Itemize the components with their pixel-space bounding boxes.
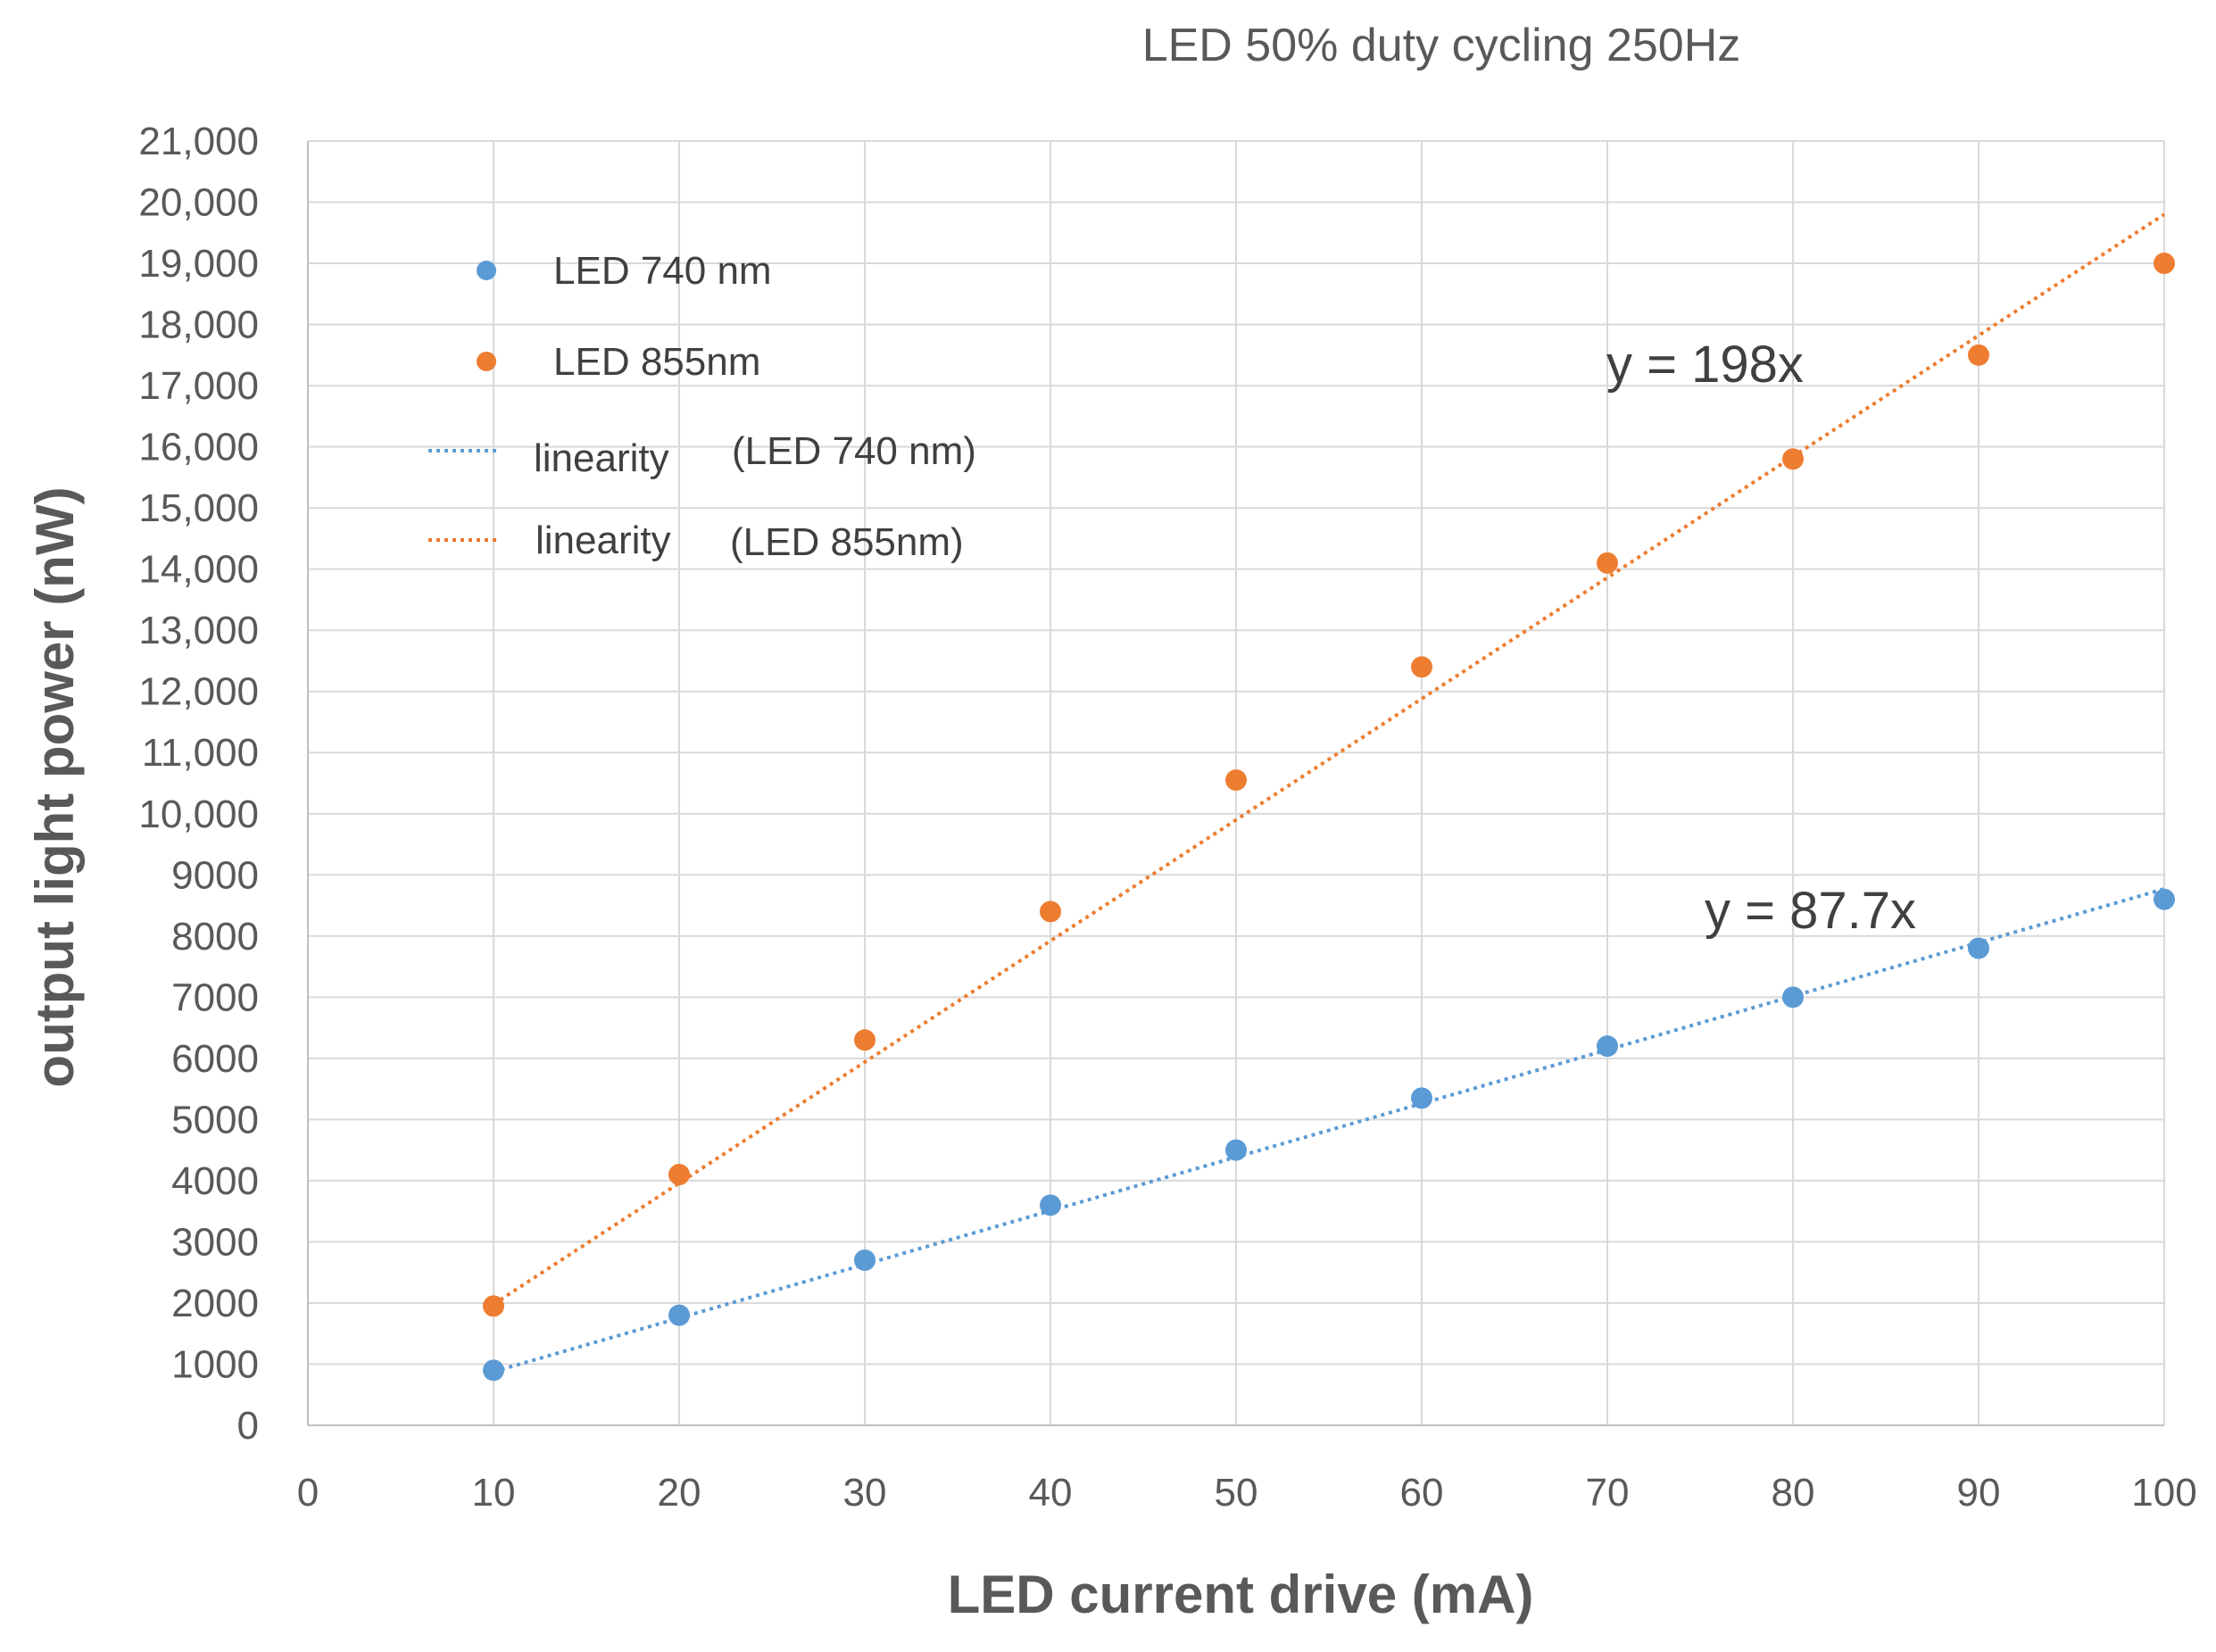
data-point-855: [1597, 552, 1618, 574]
y-tick-label: 13,000: [138, 609, 259, 652]
y-tick-label: 18,000: [138, 303, 259, 347]
y-tick-label: 2000: [171, 1282, 259, 1325]
y-tick-label: 17,000: [138, 364, 259, 408]
y-tick-label: 0: [237, 1404, 259, 1448]
x-tick-label: 0: [297, 1471, 319, 1515]
y-tick-label: 8000: [171, 915, 259, 959]
y-tick-label: 11,000: [142, 731, 259, 775]
trendline-855: [492, 212, 2166, 1306]
x-axis-tick-labels: 0 10 20 30 40 50 60 70 80 90 100: [297, 1471, 2197, 1515]
y-tick-label: 1000: [171, 1342, 259, 1386]
x-axis-title: LED current drive (mA): [948, 1565, 1534, 1624]
data-point-740: [2154, 888, 2175, 910]
legend-label-led-855: LED 855nm: [553, 340, 760, 384]
y-tick-label: 15,000: [138, 486, 259, 530]
y-axis-title: output light power (nW): [25, 486, 85, 1087]
y-tick-label: 21,000: [138, 120, 259, 163]
x-tick-label: 80: [1772, 1471, 1815, 1515]
legend-suffix-linearity-740: (LED 740 nm): [732, 429, 976, 473]
x-tick-label: 20: [658, 1471, 701, 1515]
data-point-855: [483, 1295, 504, 1317]
data-point-855: [1411, 656, 1432, 678]
x-tick-label: 100: [2131, 1471, 2196, 1515]
data-point-855: [1040, 901, 1061, 923]
data-point-740: [1968, 937, 1989, 959]
legend-label-linearity-740: linearity: [534, 436, 669, 480]
chart-title: LED 50% duty cycling 250Hz: [1142, 20, 1741, 71]
data-point-855: [2154, 253, 2175, 275]
trendlines: [492, 212, 2166, 1374]
y-tick-label: 14,000: [138, 548, 259, 592]
data-point-855: [854, 1029, 876, 1051]
y-tick-label: 10,000: [138, 793, 259, 836]
x-tick-label: 50: [1215, 1471, 1258, 1515]
y-tick-label: 19,000: [138, 242, 259, 286]
legend-label-linearity-855: linearity: [535, 519, 671, 562]
trendline-equation-740: y = 87.7x: [1705, 882, 1916, 940]
x-tick-label: 30: [843, 1471, 887, 1515]
legend-marker-led-855: [477, 352, 496, 371]
y-axis-tick-labels: 0 1000 2000 3000 4000 5000 6000 7000 8000 9000 10,…: [138, 120, 259, 1448]
y-tick-label: 7000: [171, 975, 259, 1019]
y-tick-label: 3000: [171, 1220, 259, 1264]
data-point-855: [1968, 344, 1989, 366]
legend-suffix-linearity-855: (LED 855nm): [730, 520, 964, 564]
data-point-855: [1225, 769, 1247, 792]
data-point-740: [668, 1304, 690, 1326]
legend: LED 740 nm LED 855nm linearity (LED 740 …: [428, 249, 976, 564]
axes: [307, 141, 2164, 1426]
legend-label-led-740: LED 740 nm: [553, 249, 772, 293]
trendline-740: [493, 887, 2165, 1374]
data-point-855: [668, 1164, 690, 1186]
y-tick-label: 12,000: [138, 670, 259, 714]
data-point-740: [1225, 1139, 1247, 1161]
x-tick-label: 70: [1586, 1471, 1630, 1515]
data-point-740: [1411, 1087, 1432, 1109]
y-tick-label: 4000: [171, 1159, 259, 1203]
y-tick-label: 5000: [171, 1098, 259, 1141]
data-point-740: [854, 1249, 876, 1271]
trendline-equation-855: y = 198x: [1606, 336, 1804, 394]
legend-marker-led-740: [477, 261, 496, 280]
data-point-855: [1782, 448, 1804, 470]
x-tick-label: 60: [1400, 1471, 1444, 1515]
data-points: [483, 253, 2175, 1382]
data-point-740: [1040, 1194, 1061, 1216]
data-point-740: [1782, 986, 1804, 1009]
y-tick-label: 9000: [171, 853, 259, 897]
y-tick-label: 16,000: [138, 426, 259, 469]
y-tick-label: 20,000: [138, 181, 259, 225]
gridlines: [308, 140, 2165, 1425]
data-point-740: [483, 1359, 504, 1382]
data-point-740: [1597, 1035, 1618, 1058]
x-tick-label: 40: [1029, 1471, 1073, 1515]
y-tick-label: 6000: [171, 1037, 259, 1081]
x-tick-label: 90: [1957, 1471, 2001, 1515]
x-tick-label: 10: [472, 1471, 516, 1515]
